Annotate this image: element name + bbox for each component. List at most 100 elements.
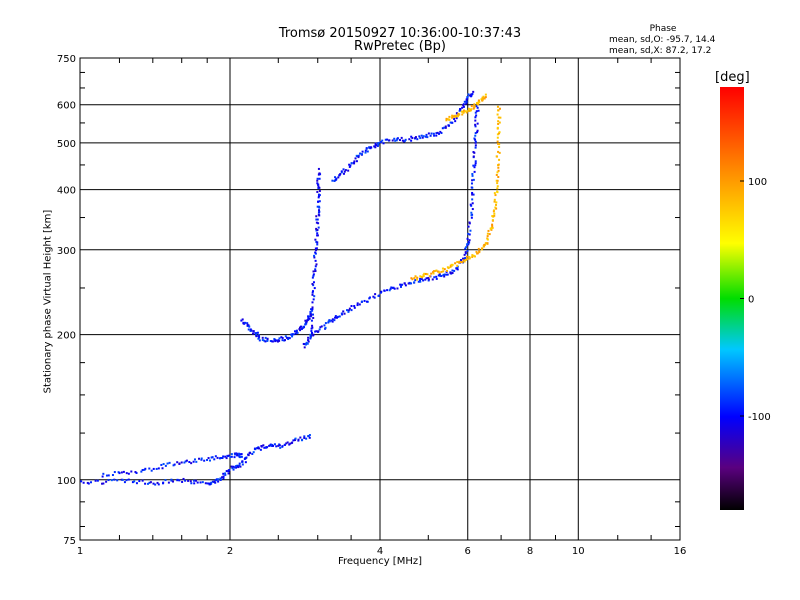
trace-3-point: [431, 278, 434, 281]
trace-4-point: [461, 106, 464, 109]
trace-5-point: [498, 131, 501, 134]
trace-0-point: [110, 479, 113, 482]
trace-3-point: [474, 116, 477, 119]
trace-0-point: [288, 443, 291, 446]
trace-5-point: [483, 243, 486, 246]
trace-0-point: [252, 451, 255, 454]
trace-6-point: [477, 99, 480, 102]
trace-7-point: [318, 186, 321, 189]
trace-3-point: [440, 275, 443, 278]
trace-4-point: [440, 132, 443, 135]
trace-4-point: [342, 168, 345, 171]
trace-4-point: [391, 139, 394, 142]
trace-6-point: [467, 109, 470, 112]
trace-0-point: [131, 481, 134, 484]
trace-3-point: [471, 174, 474, 177]
trace-3-point: [435, 277, 438, 280]
trace-5-point: [496, 185, 499, 188]
trace-0-point: [90, 481, 93, 484]
trace-5-point: [416, 276, 419, 279]
trace-5-point: [463, 260, 466, 263]
trace-7-point: [317, 211, 320, 214]
trace-3-point: [466, 249, 469, 252]
trace-2-point: [290, 333, 293, 336]
trace-7-point: [313, 254, 316, 257]
trace-4-point: [468, 94, 471, 97]
trace-2-point: [307, 317, 310, 320]
trace-0-point: [204, 482, 207, 485]
trace-0-point: [209, 483, 212, 486]
trace-4-point: [357, 156, 360, 159]
trace-4-point: [441, 127, 444, 130]
trace-0-point: [80, 480, 83, 483]
trace-6-point: [478, 101, 481, 104]
trace-1-point: [178, 462, 181, 465]
trace-7-point: [311, 301, 314, 304]
trace-5-point: [461, 261, 464, 264]
trace-1-point: [148, 467, 151, 470]
phase-stats-o-mode: mean, sd,O: -95.7, 14.4: [609, 35, 716, 45]
trace-7-point: [312, 313, 315, 316]
trace-0-point: [208, 482, 211, 485]
trace-5-point: [486, 237, 489, 240]
trace-1-point: [225, 457, 228, 460]
trace-5-point: [486, 238, 489, 241]
trace-7-point: [309, 336, 312, 339]
trace-0-point: [144, 482, 147, 485]
trace-3-point: [474, 132, 477, 135]
trace-3-point: [471, 186, 474, 189]
trace-4-point: [455, 117, 458, 120]
trace-5-point: [495, 173, 498, 176]
trace-0-point: [135, 482, 138, 485]
trace-0-point: [219, 477, 222, 480]
trace-0-point: [237, 466, 240, 469]
trace-5-point: [475, 250, 478, 253]
trace-0-point: [82, 481, 85, 484]
trace-3-point: [312, 334, 315, 337]
trace-3-point: [463, 253, 466, 256]
trace-4-point: [335, 177, 338, 180]
trace-5-point: [496, 105, 499, 108]
trace-3-point: [427, 276, 430, 279]
trace-3-point: [328, 319, 331, 322]
trace-1-point: [195, 460, 198, 463]
trace-4-point: [430, 132, 433, 135]
plot-frame: [79, 57, 681, 541]
trace-0-point: [190, 482, 193, 485]
trace-7-point: [312, 316, 315, 319]
trace-0-point: [238, 464, 241, 467]
trace-0-point: [217, 480, 220, 483]
trace-0-point: [120, 478, 123, 481]
trace-0-point: [293, 439, 296, 442]
trace-3-point: [353, 305, 356, 308]
trace-0-point: [116, 479, 119, 482]
trace-5-point: [468, 255, 471, 258]
trace-3-point: [404, 284, 407, 287]
trace-1-point: [188, 461, 191, 464]
trace-5-point: [441, 267, 444, 270]
trace-6-point: [458, 113, 461, 116]
trace-2-point: [266, 339, 269, 342]
trace-2-point: [255, 332, 258, 335]
trace-3-point: [309, 337, 312, 340]
trace-1-point: [144, 467, 147, 470]
trace-5-point: [493, 212, 496, 215]
trace-3-point: [471, 208, 474, 211]
trace-1-point: [143, 468, 146, 471]
trace-0-point: [87, 482, 90, 485]
trace-3-point: [472, 164, 475, 167]
trace-5-point: [490, 226, 493, 229]
trace-0-point: [244, 461, 247, 464]
trace-3-point: [328, 320, 331, 323]
trace-4-point: [435, 134, 438, 137]
trace-4-point: [361, 150, 364, 153]
trace-6-point: [464, 110, 467, 113]
trace-4-point: [439, 130, 442, 133]
trace-4-point: [374, 142, 377, 145]
trace-3-point: [399, 285, 402, 288]
trace-0-point: [303, 436, 306, 439]
trace-4-point: [467, 93, 470, 96]
trace-3-point: [469, 229, 472, 232]
trace-3-point: [464, 252, 467, 255]
trace-7-point: [311, 291, 314, 294]
